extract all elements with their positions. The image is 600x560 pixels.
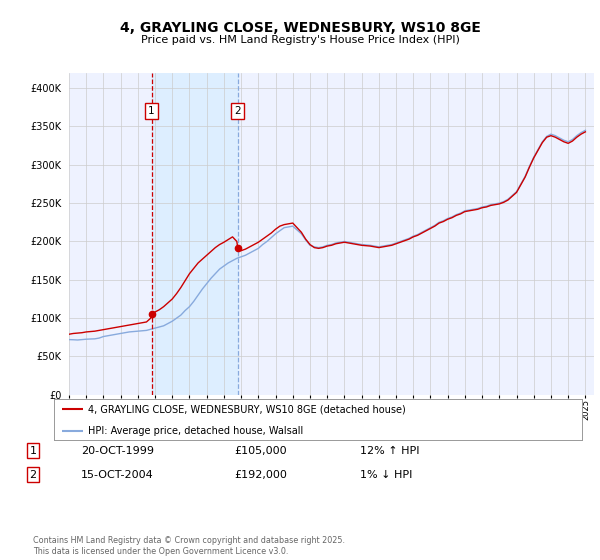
Text: 15-OCT-2004: 15-OCT-2004: [81, 470, 154, 480]
Bar: [152, 73, 238, 395]
Text: HPI: Average price, detached house, Walsall: HPI: Average price, detached house, Wals…: [88, 426, 304, 436]
Text: 1: 1: [148, 106, 155, 116]
Text: £105,000: £105,000: [234, 446, 287, 456]
Text: 12% ↑ HPI: 12% ↑ HPI: [360, 446, 419, 456]
Text: 20-OCT-1999: 20-OCT-1999: [81, 446, 154, 456]
Text: 4, GRAYLING CLOSE, WEDNESBURY, WS10 8GE: 4, GRAYLING CLOSE, WEDNESBURY, WS10 8GE: [119, 21, 481, 35]
Text: 4, GRAYLING CLOSE, WEDNESBURY, WS10 8GE (detached house): 4, GRAYLING CLOSE, WEDNESBURY, WS10 8GE …: [88, 404, 406, 414]
Text: 2: 2: [29, 470, 37, 480]
Text: £192,000: £192,000: [234, 470, 287, 480]
Text: 1: 1: [29, 446, 37, 456]
Text: Price paid vs. HM Land Registry's House Price Index (HPI): Price paid vs. HM Land Registry's House …: [140, 35, 460, 45]
Text: 1% ↓ HPI: 1% ↓ HPI: [360, 470, 412, 480]
Text: 2: 2: [235, 106, 241, 116]
Text: Contains HM Land Registry data © Crown copyright and database right 2025.
This d: Contains HM Land Registry data © Crown c…: [33, 536, 345, 556]
